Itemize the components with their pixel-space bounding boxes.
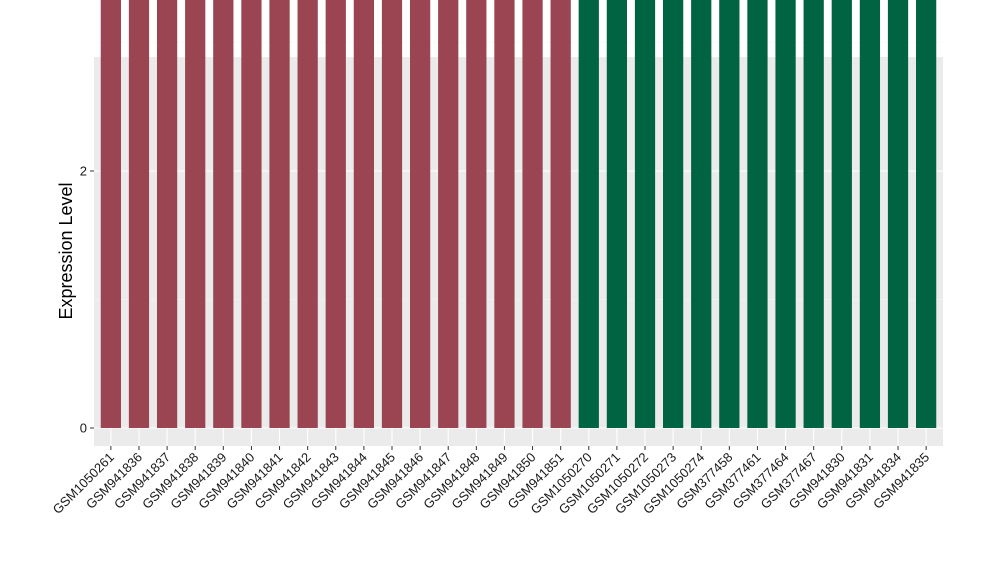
plot-panel (94, 57, 943, 446)
bar (241, 0, 262, 428)
bar (916, 0, 937, 429)
bar (606, 0, 628, 429)
bar (353, 0, 375, 428)
bar (409, 0, 431, 428)
bar (269, 0, 290, 428)
bar (522, 0, 543, 428)
y-axis-title: Expression Level (56, 182, 76, 319)
bar (775, 0, 796, 428)
bar (466, 0, 487, 428)
bar (381, 0, 403, 428)
bar (691, 0, 712, 429)
bar (578, 0, 599, 429)
y-tick-label: 2 (80, 164, 87, 179)
bar (831, 0, 852, 428)
bar (213, 0, 234, 428)
bar (719, 0, 740, 429)
bar (325, 0, 346, 429)
bar (887, 0, 909, 428)
y-axis: 024 (80, 164, 94, 436)
bar (859, 0, 881, 428)
bar (550, 0, 571, 428)
y-tick-label: 0 (80, 421, 87, 436)
bar (156, 0, 178, 428)
bar (662, 0, 684, 429)
bar (747, 0, 768, 428)
bar (100, 0, 121, 428)
x-axis: GSM1050261GSM941836GSM941837GSM941838GSM… (50, 446, 932, 517)
bar (634, 0, 656, 428)
bar (128, 0, 150, 429)
bars-group (100, 0, 937, 429)
bar (297, 0, 318, 428)
bar (438, 0, 459, 428)
bar (185, 0, 206, 429)
bar (803, 0, 824, 429)
bar (494, 0, 515, 428)
